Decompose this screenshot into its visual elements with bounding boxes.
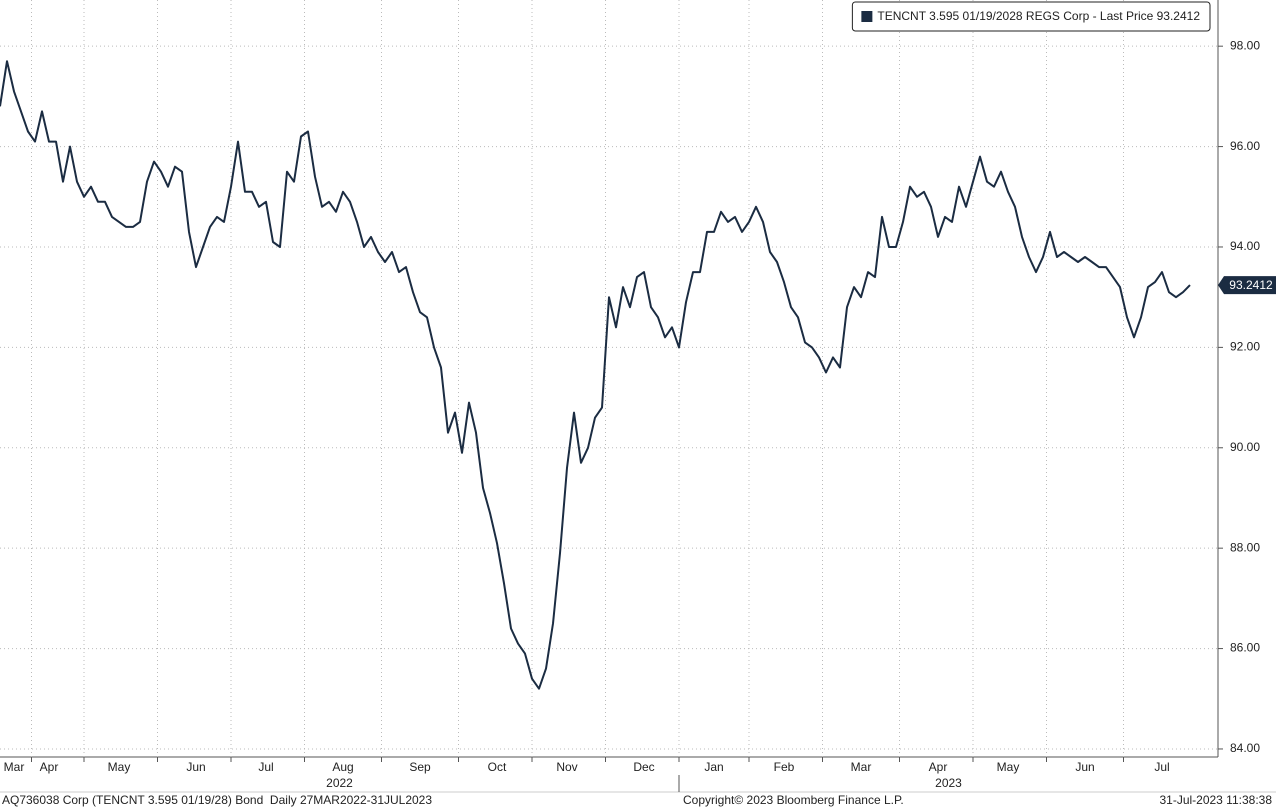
y-tick-label: 96.00 [1230, 139, 1260, 153]
x-tick-label: Apr [929, 760, 948, 774]
y-tick-label: 86.00 [1230, 641, 1260, 655]
x-tick-label: Mar [851, 760, 872, 774]
year-label: 2022 [326, 776, 353, 790]
footer-center: Copyright© 2023 Bloomberg Finance L.P. [683, 793, 904, 807]
x-tick-label: Aug [332, 760, 353, 774]
legend-swatch [861, 11, 873, 22]
last-price-label: 93.2412 [1229, 278, 1273, 292]
legend-box [851, 1, 1211, 32]
x-tick-label: Jun [1075, 760, 1094, 774]
x-tick-label: May [108, 760, 131, 774]
y-tick-label: 94.00 [1230, 239, 1260, 253]
legend-label: TENCNT 3.595 01/19/2028 REGS Corp - Last… [877, 9, 1200, 23]
y-tick-label: 84.00 [1230, 741, 1260, 755]
y-tick-label: 92.00 [1230, 340, 1260, 354]
x-tick-label: May [997, 760, 1020, 774]
x-tick-label: Sep [409, 760, 431, 774]
x-tick-label: Dec [633, 760, 654, 774]
y-tick-label: 90.00 [1230, 440, 1260, 454]
x-tick-label: Feb [774, 760, 795, 774]
x-tick-label: Jul [258, 760, 273, 774]
legend: TENCNT 3.595 01/19/2028 REGS Corp - Last… [851, 1, 1211, 32]
x-tick-label: Mar [4, 760, 25, 774]
year-label: 2023 [935, 776, 962, 790]
last-price-tag [1218, 276, 1276, 295]
plot-area [0, 0, 1218, 757]
footer-left: AQ736038 Corp (TENCNT 3.595 01/19/28) Bo… [2, 793, 432, 807]
footer-right: 31-Jul-2023 11:38:38 [1159, 793, 1272, 807]
x-tick-label: Jan [704, 760, 723, 774]
price-line [0, 60, 1191, 690]
x-tick-label: Oct [488, 760, 507, 774]
x-tick-label: Jun [186, 760, 205, 774]
y-tick-label: 88.00 [1230, 540, 1260, 554]
x-tick-label: Jul [1154, 760, 1169, 774]
x-tick-label: Nov [556, 760, 577, 774]
y-tick-label: 98.00 [1230, 38, 1260, 52]
x-tick-label: Apr [40, 760, 59, 774]
